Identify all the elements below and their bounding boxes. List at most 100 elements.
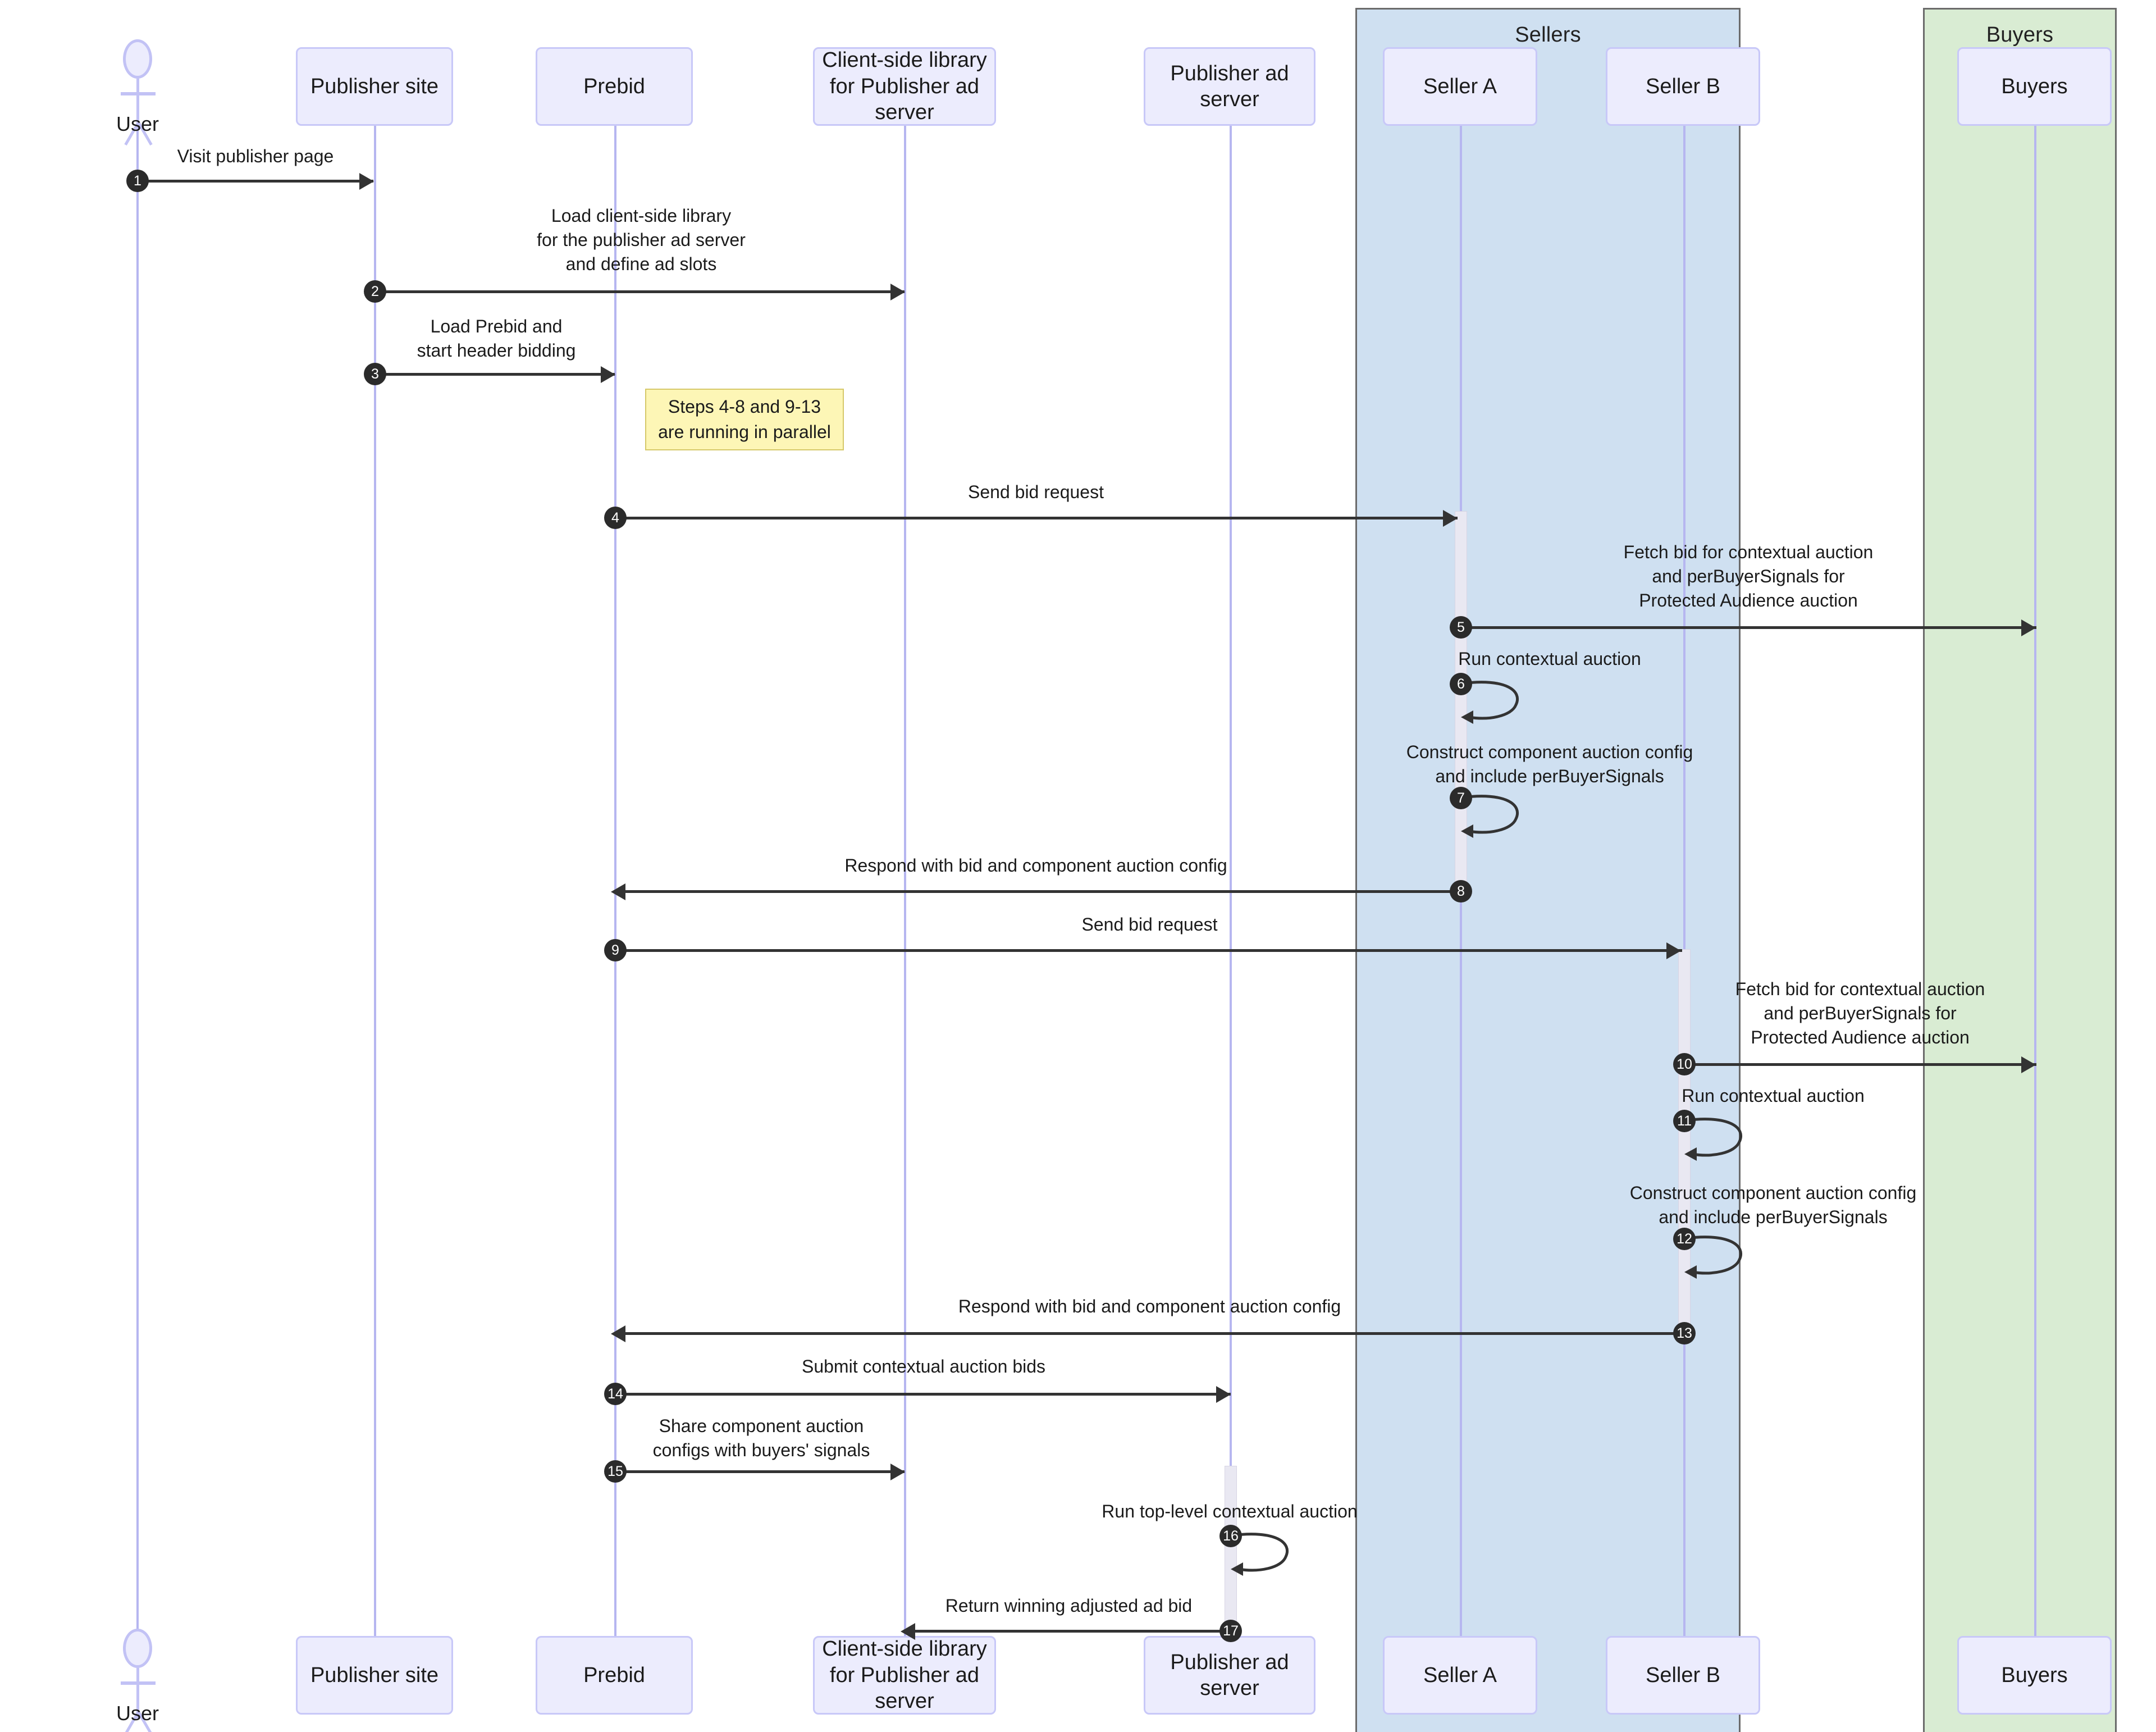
lifeline-adserver [1230,125,1232,1662]
message-line-14 [615,1393,1231,1396]
seq-badge-3: 3 [364,363,386,385]
participant-label: Seller B [1645,1663,1721,1687]
group-buyers: Buyers [1923,8,2117,1732]
avatar-body-icon [136,79,139,129]
message-label-3: Load Prebid and start header bidding [417,316,576,361]
message-line-10 [1684,1063,2036,1066]
participant-label: Prebid [583,74,645,98]
message-line-17 [905,1630,1231,1633]
avatar-head-icon [123,1629,152,1668]
message-selfloop-11 [1684,1118,1743,1161]
lifeline-pubsite [374,125,376,1662]
message-label-7: Construct component auction config and i… [1406,742,1693,787]
message-arrowhead-3 [601,366,615,383]
seq-badge-4: 4 [604,507,627,529]
avatar-body-icon [136,1668,139,1719]
lifeline-sellerB [1683,125,1685,1662]
seq-badge-8: 8 [1450,880,1472,903]
message-line-8 [615,890,1458,893]
message-selfloop-12 [1684,1236,1743,1279]
participant-label: Publisher site [310,74,439,98]
participant-prebid-top[interactable]: Prebid [536,47,693,126]
message-arrowhead-1 [359,173,374,190]
lifeline-clientlib [904,125,906,1662]
message-selfloop-6 [1461,681,1519,724]
seq-badge-12: 12 [1673,1228,1696,1250]
participant-publisher-ad-server-top[interactable]: Publisher ad server [1144,47,1315,126]
participant-client-side-library-top[interactable]: Client-side library for Publisher ad ser… [813,47,996,126]
seq-badge-16: 16 [1219,1525,1242,1547]
seq-badge-2: 2 [364,280,386,303]
participant-publisher-site-bottom[interactable]: Publisher site [296,1636,453,1715]
message-line-1 [138,180,373,183]
avatar-arms-icon [121,92,156,95]
participant-label: Prebid [583,1663,645,1687]
message-label-5: Fetch bid for contextual auction and per… [1623,542,1874,611]
message-line-13 [615,1332,1682,1335]
seq-badge-13: 13 [1673,1322,1696,1344]
message-label-17: Return winning adjusted ad bid [945,1596,1193,1616]
message-line-5 [1461,626,2036,629]
participant-prebid-bottom[interactable]: Prebid [536,1636,693,1715]
group-sellers-label: Sellers [1515,23,1581,47]
message-line-15 [615,1470,905,1473]
message-label-6: Run contextual auction [1458,649,1641,669]
message-arrowhead-2 [890,284,905,300]
participant-label: Client-side library for Publisher ad ser… [822,1637,987,1713]
participant-client-side-library-bottom[interactable]: Client-side library for Publisher ad ser… [813,1636,996,1715]
participant-label: Client-side library for Publisher ad ser… [822,48,987,125]
lifeline-buyers [2034,125,2036,1662]
message-line-2 [375,290,905,293]
seq-badge-17: 17 [1219,1620,1242,1642]
message-arrowhead-17 [901,1623,915,1640]
lifeline-user [136,118,139,1662]
participant-label-user-top: User [116,112,159,135]
participant-label: Seller B [1645,74,1721,98]
participant-label: Publisher site [310,1663,439,1687]
participant-seller-a-bottom[interactable]: Seller A [1383,1636,1537,1715]
participant-label: Buyers [2001,1663,2068,1687]
message-label-15: Share component auction configs with buy… [652,1416,870,1461]
participant-seller-b-top[interactable]: Seller B [1606,47,1760,126]
group-buyers-label: Buyers [1986,23,2054,47]
seq-badge-14: 14 [604,1383,627,1405]
message-arrowhead-14 [1216,1386,1231,1403]
participant-label: Buyers [2001,74,2068,98]
message-label-8: Respond with bid and component auction c… [844,855,1227,876]
message-arrowhead-15 [890,1464,905,1480]
participant-publisher-ad-server-bottom[interactable]: Publisher ad server [1144,1636,1315,1715]
avatar-head-icon [123,39,152,79]
message-label-1: Visit publisher page [177,146,334,166]
message-selfloop-16 [1231,1533,1289,1576]
message-label-11: Run contextual auction [1682,1086,1865,1106]
message-arrowhead-5 [2021,619,2036,636]
seq-badge-11: 11 [1673,1110,1696,1132]
message-label-13: Respond with bid and component auction c… [958,1296,1341,1316]
note-parallel-steps: Steps 4-8 and 9-13 are running in parall… [645,389,844,450]
message-arrowhead-13 [611,1325,625,1342]
seq-badge-1: 1 [126,170,149,192]
participant-label: Seller A [1423,1663,1497,1687]
participant-label: Publisher ad server [1170,1650,1289,1700]
participant-publisher-site-top[interactable]: Publisher site [296,47,453,126]
message-selfloop-7 [1461,795,1519,838]
participant-buyers-bottom[interactable]: Buyers [1957,1636,2112,1715]
participant-seller-b-bottom[interactable]: Seller B [1606,1636,1760,1715]
participant-label: Publisher ad server [1170,61,1289,111]
message-label-9: Send bid request [1081,914,1218,935]
seq-badge-9: 9 [604,939,627,961]
seq-badge-6: 6 [1450,673,1472,695]
participant-seller-a-top[interactable]: Seller A [1383,47,1537,126]
message-line-9 [615,949,1682,952]
message-label-2: Load client-side library for the publish… [537,206,746,275]
participant-label: Seller A [1423,74,1497,98]
participant-label-user-bottom: User [116,1702,159,1725]
seq-badge-5: 5 [1450,616,1472,639]
message-label-16: Run top-level contextual auction [1102,1501,1358,1521]
message-line-4 [615,517,1458,519]
participant-buyers-top[interactable]: Buyers [1957,47,2112,126]
seq-badge-15: 15 [604,1460,627,1483]
message-arrowhead-8 [611,883,625,900]
seq-badge-10: 10 [1673,1053,1696,1075]
